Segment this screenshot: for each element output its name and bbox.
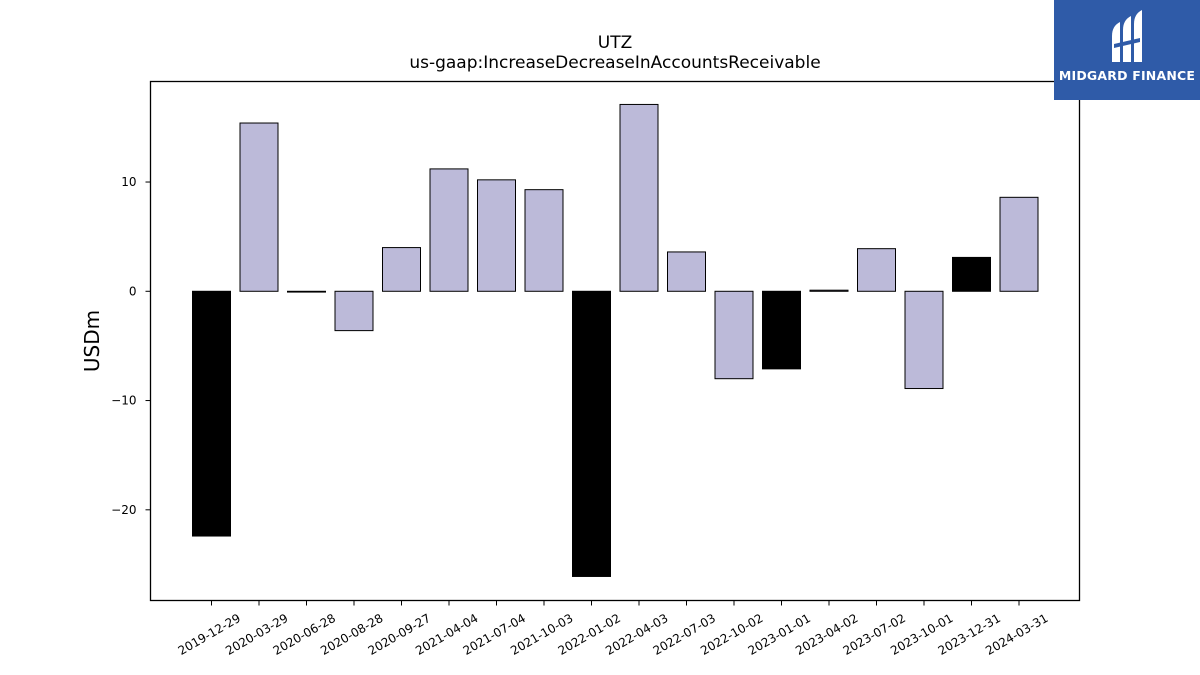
bar-2023-10-01 — [904, 290, 944, 390]
midgard-logo-icon — [1112, 10, 1142, 62]
bar-2022-01-02 — [572, 290, 611, 577]
plot-frame — [149, 80, 1081, 602]
bar-2019-12-29 — [192, 290, 231, 537]
bar-2021-07-04 — [477, 179, 516, 292]
logo-text: MIDGARD FINANCE — [1058, 68, 1196, 83]
y-tick-label: 0 — [129, 284, 137, 298]
bar-2020-09-27 — [382, 247, 421, 292]
bar-2023-12-31 — [952, 256, 991, 292]
bar-2023-07-02 — [857, 248, 896, 292]
bars-group — [192, 103, 1039, 577]
y-axis: −20 −10 0 10 — [111, 175, 151, 517]
y-tick-label: −10 — [111, 394, 136, 408]
brand-logo: MIDGARD FINANCE — [1054, 0, 1200, 100]
y-tick-label: −20 — [111, 503, 136, 517]
bar-2020-08-28 — [334, 290, 374, 332]
bar-2024-03-31 — [999, 196, 1039, 292]
bar-2023-04-02 — [809, 289, 849, 292]
bar-2021-04-04 — [429, 168, 469, 292]
bar-2022-10-02 — [714, 290, 754, 380]
y-tick-label: 10 — [121, 175, 136, 189]
bar-2020-06-28 — [287, 290, 326, 293]
bar-2022-04-03 — [619, 103, 659, 292]
chart-subtitle: us-gaap:IncreaseDecreaseInAccountsReceiv… — [409, 53, 820, 73]
bar-2020-03-29 — [239, 122, 279, 292]
y-axis-label: USDm — [80, 310, 104, 372]
x-axis: 2019-12-292020-03-292020-06-282020-08-28… — [176, 600, 1051, 658]
bar-2022-07-03 — [667, 251, 706, 292]
bar-2023-01-01 — [762, 290, 801, 370]
chart-title: UTZ — [598, 33, 632, 53]
bar-2021-10-03 — [524, 189, 564, 292]
